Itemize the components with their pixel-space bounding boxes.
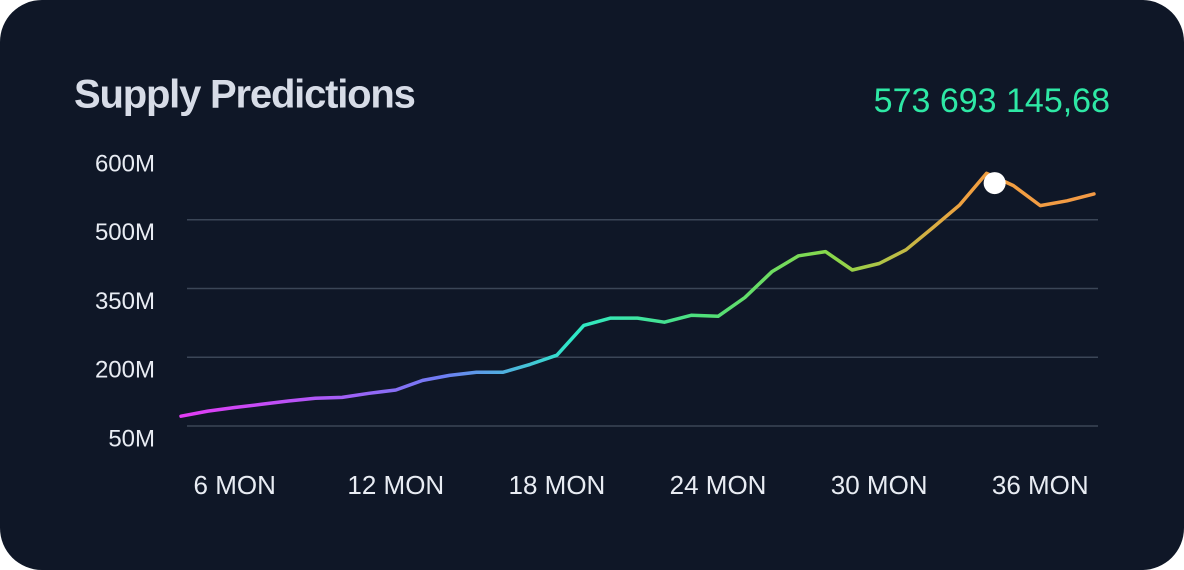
- x-tick-label: 36 MON: [992, 470, 1089, 500]
- line: [179, 171, 1096, 418]
- y-tick-label: 500M: [95, 219, 155, 246]
- chart-title: Supply Predictions: [74, 73, 415, 117]
- x-tick-label: 6 MON: [194, 470, 276, 500]
- y-tick-label: 50M: [108, 425, 155, 452]
- x-tick-label: 12 MON: [347, 470, 444, 500]
- y-tick-label: 600M: [95, 150, 155, 177]
- x-tick-label: 30 MON: [831, 470, 928, 500]
- y-tick-label: 350M: [95, 288, 155, 315]
- y-tick-label: 200M: [95, 357, 155, 384]
- x-tick-label: 18 MON: [509, 470, 606, 500]
- highlight-marker: [983, 172, 1006, 195]
- highlight-value: 573 693 145,68: [874, 82, 1110, 120]
- x-tick-label: 24 MON: [670, 470, 767, 500]
